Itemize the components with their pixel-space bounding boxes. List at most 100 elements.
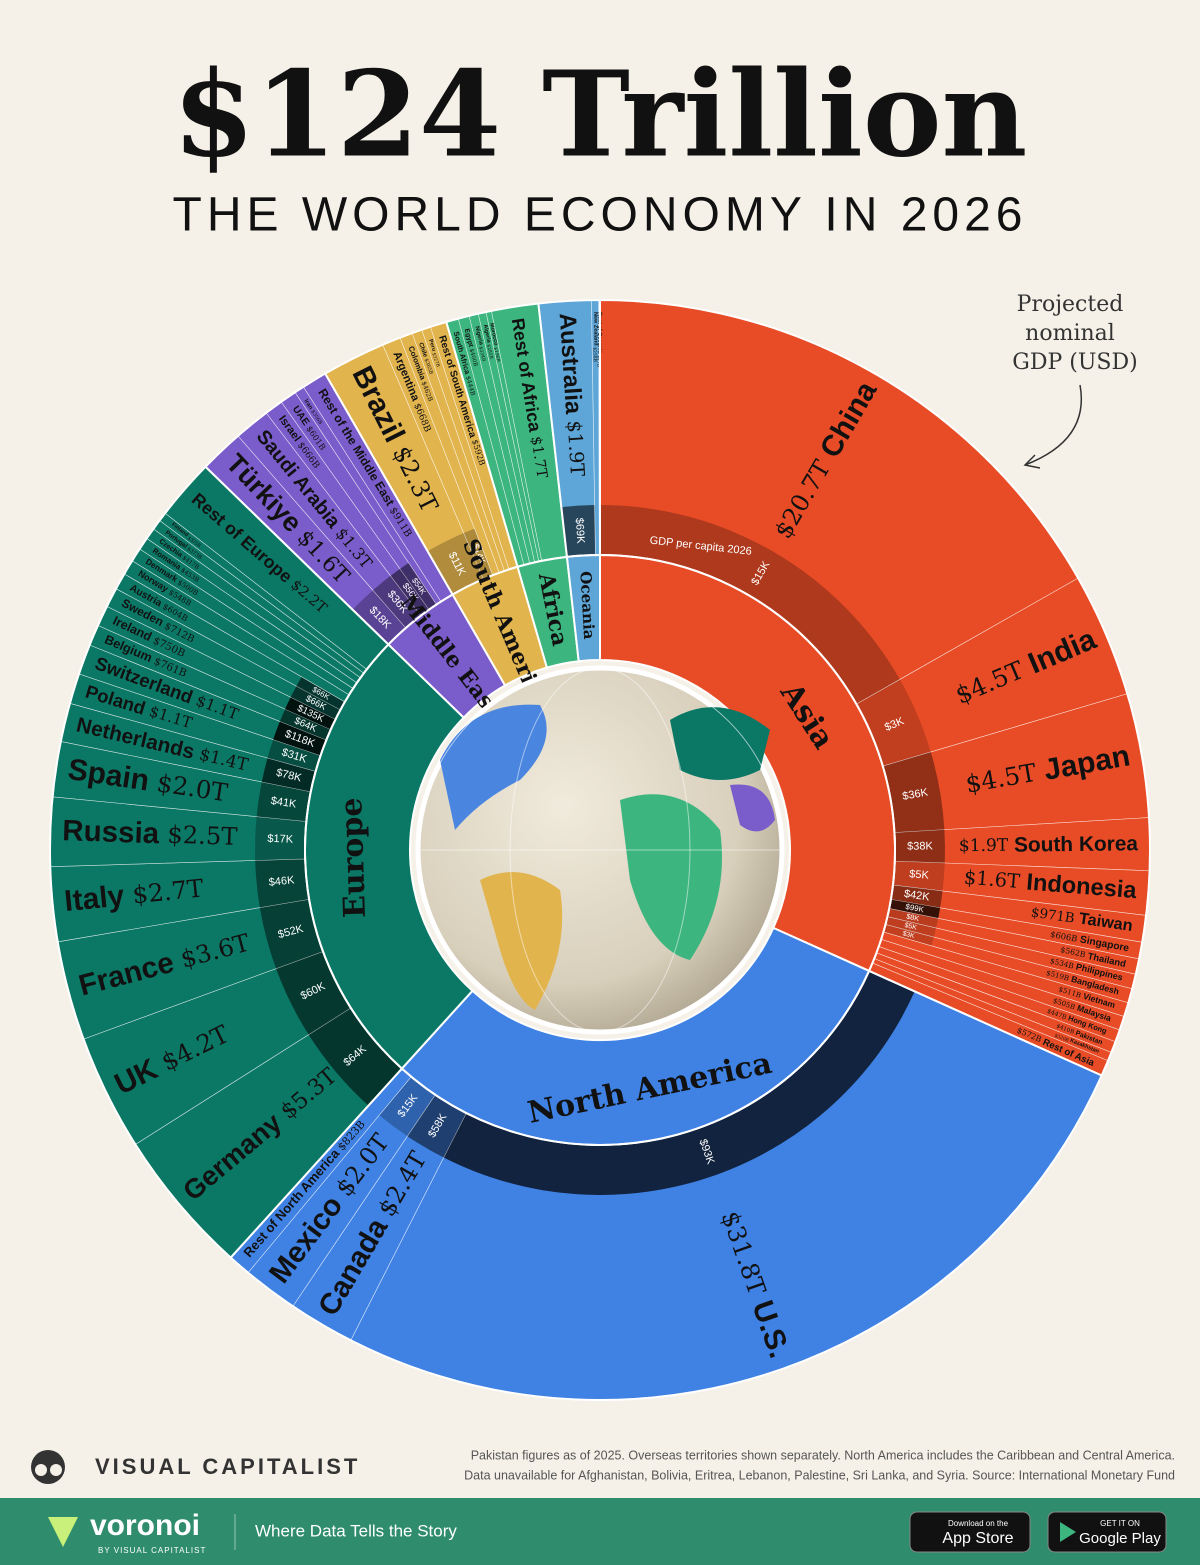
country-label: Chile $365B bbox=[418, 342, 436, 376]
annotation-line: nominal bbox=[1025, 321, 1115, 346]
value-label: $327B bbox=[431, 352, 442, 369]
per-capita-arc bbox=[400, 562, 437, 610]
value-label: $258B bbox=[592, 347, 598, 363]
value-label: $1.9T bbox=[563, 420, 590, 477]
per-capita-arc bbox=[889, 899, 941, 919]
per-capita-label: $36K bbox=[901, 786, 929, 802]
per-capita-label: $17K bbox=[267, 833, 294, 846]
google-play-button[interactable]: GET IT ON Google Play bbox=[1047, 1511, 1167, 1553]
per-capita-arc bbox=[352, 590, 406, 645]
app-store-label: App Store bbox=[942, 1530, 1013, 1547]
country-label: Russia $2.5T bbox=[62, 814, 238, 853]
voronoi-by: BY VISUAL CAPITALIST bbox=[98, 1546, 206, 1555]
globe bbox=[415, 665, 785, 1035]
value-label: $285B bbox=[486, 344, 495, 360]
per-capita-arc bbox=[390, 568, 430, 616]
per-capita-label: $42K bbox=[903, 888, 931, 904]
per-capita-arc bbox=[308, 1007, 402, 1106]
per-capita-arc bbox=[296, 676, 345, 710]
per-capita-arc bbox=[882, 751, 945, 833]
per-capita-arc bbox=[273, 721, 327, 756]
country-label: Australia $1.9T bbox=[553, 312, 589, 477]
voronoi-logo bbox=[48, 1517, 78, 1547]
per-capita-arc bbox=[443, 970, 915, 1195]
country-name: Morocco bbox=[488, 323, 499, 347]
annotation: Projected nominal GDP (USD) bbox=[1012, 292, 1137, 375]
per-capita-label: $5K bbox=[909, 868, 930, 882]
per-capita-arc bbox=[427, 533, 484, 595]
app-store-small: Download on the bbox=[948, 1519, 1009, 1528]
per-capita-arc bbox=[600, 505, 900, 705]
per-capita-arc bbox=[892, 861, 945, 892]
value-label: $365B bbox=[423, 358, 434, 376]
value-label: $47B bbox=[596, 355, 602, 368]
value-label: $1.7T bbox=[527, 435, 549, 479]
region-label: Europe bbox=[334, 797, 373, 919]
per-capita-arc bbox=[259, 899, 323, 969]
per-capita-arc bbox=[256, 781, 311, 822]
per-capita-arc bbox=[279, 709, 331, 741]
annotation-arrow bbox=[1023, 384, 1082, 469]
country-label: Rest of Oceania $47B bbox=[596, 312, 602, 368]
voronoi-name: voronoi bbox=[90, 1509, 200, 1542]
per-capita-arc bbox=[856, 679, 931, 767]
value-label: $2.7T bbox=[131, 873, 205, 909]
per-capita-label: $5K bbox=[904, 922, 918, 932]
country-label: Italy $2.7T bbox=[63, 871, 206, 918]
country-name: Peru bbox=[427, 339, 437, 353]
subtitle: THE WORLD ECONOMY IN 2026 bbox=[173, 189, 1028, 242]
brand: VISUAL CAPITALIST bbox=[31, 1450, 360, 1484]
per-capita-arc bbox=[887, 908, 939, 928]
region: $15K$20.7T China$3K$4.5T India$36K $4.5T … bbox=[599, 298, 1151, 1077]
country-name: New Zealand bbox=[592, 312, 598, 346]
per-capita-arc bbox=[463, 528, 493, 579]
country-name: Rest of Oceania bbox=[596, 312, 602, 355]
value-label: $2.5T bbox=[167, 820, 238, 850]
annotation-line: GDP (USD) bbox=[1012, 350, 1137, 375]
region-label: Oceania bbox=[576, 571, 598, 640]
region-edge bbox=[49, 465, 404, 1259]
country-name: Iran bbox=[303, 398, 314, 411]
per-capita-arc bbox=[561, 505, 596, 557]
per-capita-label: $99K bbox=[905, 902, 925, 914]
value-label: $320B bbox=[1054, 1032, 1071, 1043]
app-store-button[interactable]: Download on the App Store bbox=[909, 1511, 1031, 1553]
country-name: Chile bbox=[418, 342, 430, 359]
value-label: $1.9T bbox=[959, 835, 1009, 856]
value-label: $606B bbox=[1050, 928, 1079, 943]
country-label: Egypt $400B bbox=[463, 328, 479, 367]
country-label: Nigeria $334B bbox=[473, 326, 487, 363]
per-capita-label: $41K bbox=[270, 795, 298, 811]
brand-name: VISUAL CAPITALIST bbox=[95, 1454, 360, 1479]
per-capita-arc bbox=[276, 951, 351, 1035]
country-name: Algeria bbox=[481, 324, 491, 344]
country-name: South Korea bbox=[1014, 832, 1139, 856]
value-label: $400B bbox=[468, 348, 478, 367]
country-name: Russia bbox=[62, 814, 160, 850]
per-capita-arc bbox=[890, 885, 943, 908]
google-play-small: GET IT ON bbox=[1100, 1519, 1140, 1528]
per-capita-label: $8K bbox=[906, 912, 921, 924]
country-label: Peru $327B bbox=[427, 339, 442, 369]
per-capita-arc bbox=[261, 757, 316, 792]
title: $124 Trillion bbox=[173, 45, 1028, 184]
footnote: Data unavailable for Afghanistan, Bolivi… bbox=[464, 1468, 1175, 1482]
country-label: Algeria $285B bbox=[481, 324, 495, 360]
per-capita-label: $46K bbox=[268, 874, 295, 889]
region-edge bbox=[229, 969, 1103, 1401]
per-capita-label: $69K bbox=[573, 517, 587, 544]
annotation-line: Projected bbox=[1017, 292, 1124, 317]
per-capita-arc bbox=[379, 1076, 436, 1137]
country-name: Egypt bbox=[463, 328, 475, 349]
per-capita-arc bbox=[267, 739, 321, 772]
footnote: Pakistan figures as of 2025. Overseas te… bbox=[471, 1448, 1175, 1462]
sunburst: $15K$20.7T China$3K$4.5T India$36K $4.5T … bbox=[49, 298, 1151, 1401]
value-label: $196B bbox=[493, 347, 502, 363]
country-label: $1.9T South Korea bbox=[959, 832, 1139, 857]
country-name: Italy bbox=[63, 879, 126, 918]
per-capita-label: $3K bbox=[902, 930, 916, 940]
